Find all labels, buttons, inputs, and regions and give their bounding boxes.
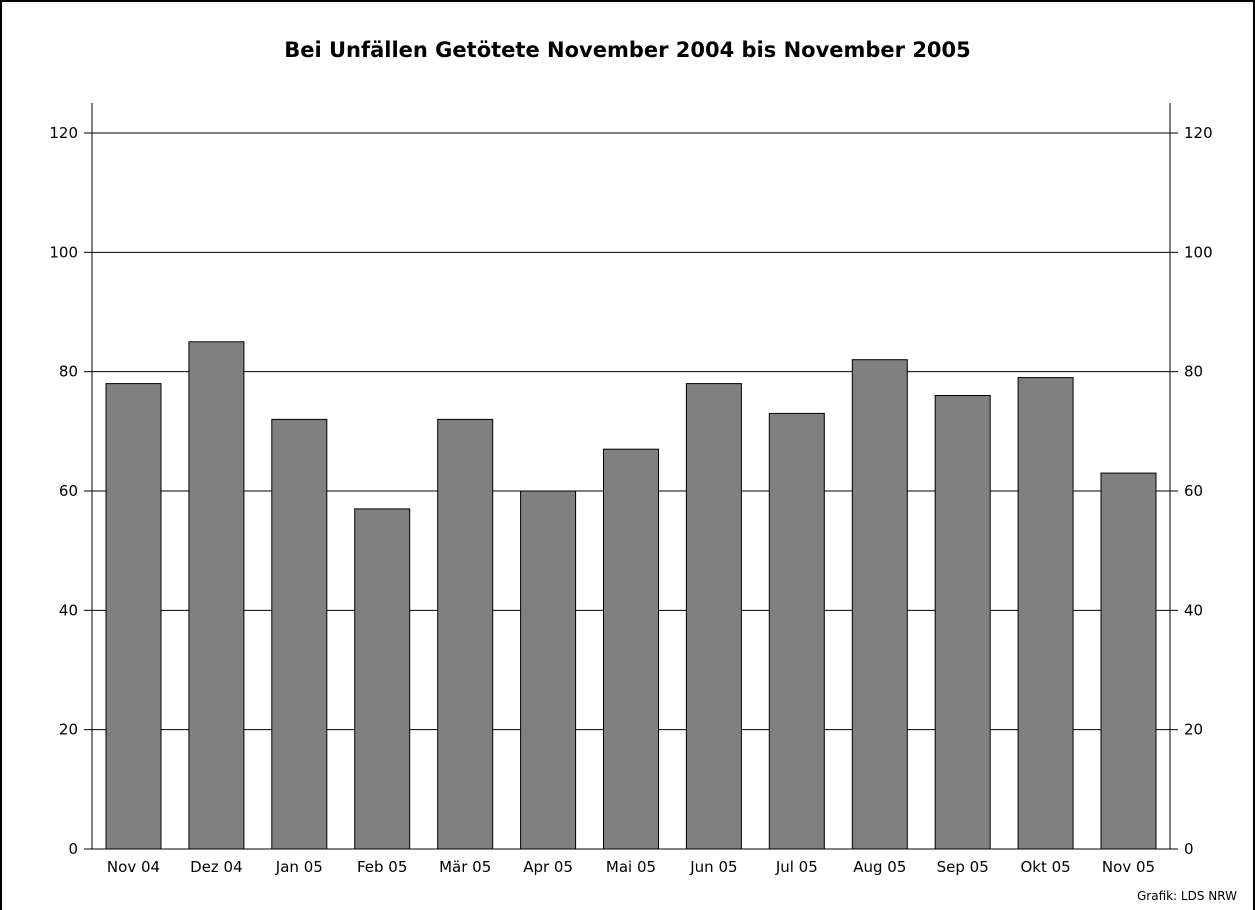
x-tick-label: Aug 05 xyxy=(853,858,906,876)
source-credit: Grafik: LDS NRW xyxy=(1136,889,1237,903)
x-tick-label: Okt 05 xyxy=(1020,858,1070,876)
bar-8 xyxy=(768,412,825,850)
y-tick-label-right: 80 xyxy=(1184,363,1203,381)
x-tick-label: Jan 05 xyxy=(275,858,323,876)
chart-title: Bei Unfällen Getötete November 2004 bis … xyxy=(284,38,971,62)
x-tick-label: Apr 05 xyxy=(523,858,573,876)
bar-3 xyxy=(354,508,411,850)
y-tick-label-left: 0 xyxy=(68,840,78,858)
x-tick-label: Mai 05 xyxy=(606,858,656,876)
bar-4 xyxy=(437,418,494,850)
y-tick-label-left: 100 xyxy=(49,243,78,261)
y-tick-label-left: 120 xyxy=(49,124,78,142)
x-tick-labels: Nov 04 Dez 04 Jan 05 Feb 05 Mär 05 Apr 05 Mai … xyxy=(107,858,1155,876)
y-tick-label-right: 60 xyxy=(1184,482,1203,500)
bar-6 xyxy=(603,448,659,850)
y-tick-label-right: 120 xyxy=(1184,124,1213,142)
x-tick-label: Nov 04 xyxy=(107,858,160,876)
bar-5 xyxy=(520,490,577,850)
axes xyxy=(84,103,1178,850)
bar-11 xyxy=(1017,377,1074,850)
bar-10 xyxy=(934,395,991,850)
y-tick-label-right: 0 xyxy=(1184,840,1194,858)
x-tick-label: Nov 05 xyxy=(1102,858,1155,876)
y-tick-label-right: 100 xyxy=(1184,243,1213,261)
y-tick-label-right: 40 xyxy=(1184,601,1203,619)
y-tick-labels-right: 0 20 40 60 80 100 120 xyxy=(1184,124,1213,858)
y-tick-label-left: 60 xyxy=(59,482,78,500)
bar-2 xyxy=(271,418,328,850)
y-tick-label-left: 20 xyxy=(59,721,78,739)
y-tick-label-left: 80 xyxy=(59,363,78,381)
bar-1 xyxy=(188,341,245,850)
x-tick-label: Mär 05 xyxy=(439,858,491,876)
x-tick-label: Jun 05 xyxy=(689,858,737,876)
bar-12 xyxy=(1100,472,1157,850)
x-tick-label: Sep 05 xyxy=(937,858,989,876)
x-tick-label: Feb 05 xyxy=(357,858,407,876)
bar-9 xyxy=(851,359,908,850)
x-tick-label: Jul 05 xyxy=(775,858,818,876)
y-tick-label-left: 40 xyxy=(59,601,78,619)
bar-0 xyxy=(105,383,162,850)
bars xyxy=(105,341,1157,850)
y-tick-label-right: 20 xyxy=(1184,721,1203,739)
x-tick-label: Dez 04 xyxy=(190,858,243,876)
bar-7 xyxy=(685,383,742,850)
y-tick-labels-left: 0 20 40 60 80 100 120 xyxy=(49,124,78,858)
